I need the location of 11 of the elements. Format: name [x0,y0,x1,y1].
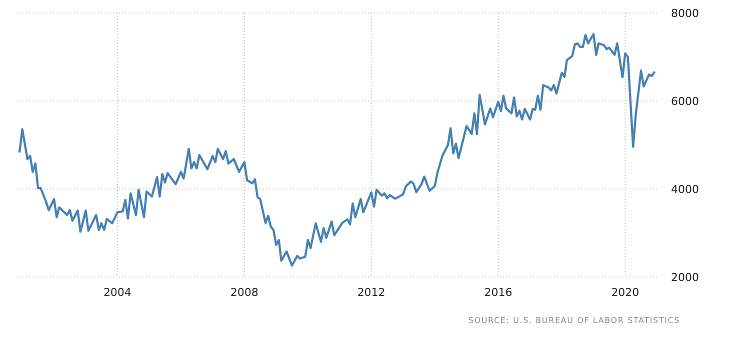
y-tick-label: 4000 [671,182,699,196]
x-tick-label: 2012 [357,286,386,299]
x-tick-label: 2004 [103,286,132,299]
x-tick-label: 2016 [484,286,512,299]
y-tick-label: 8000 [671,6,699,20]
y-tick-label: 2000 [671,270,699,284]
x-tick-label: 2008 [230,286,258,299]
x-tick-label: 2020 [611,286,640,299]
source-note: SOURCE: U.S. BUREAU OF LABOR STATISTICS [468,316,680,325]
line-series [18,33,656,267]
y-tick-label: 6000 [671,94,699,108]
